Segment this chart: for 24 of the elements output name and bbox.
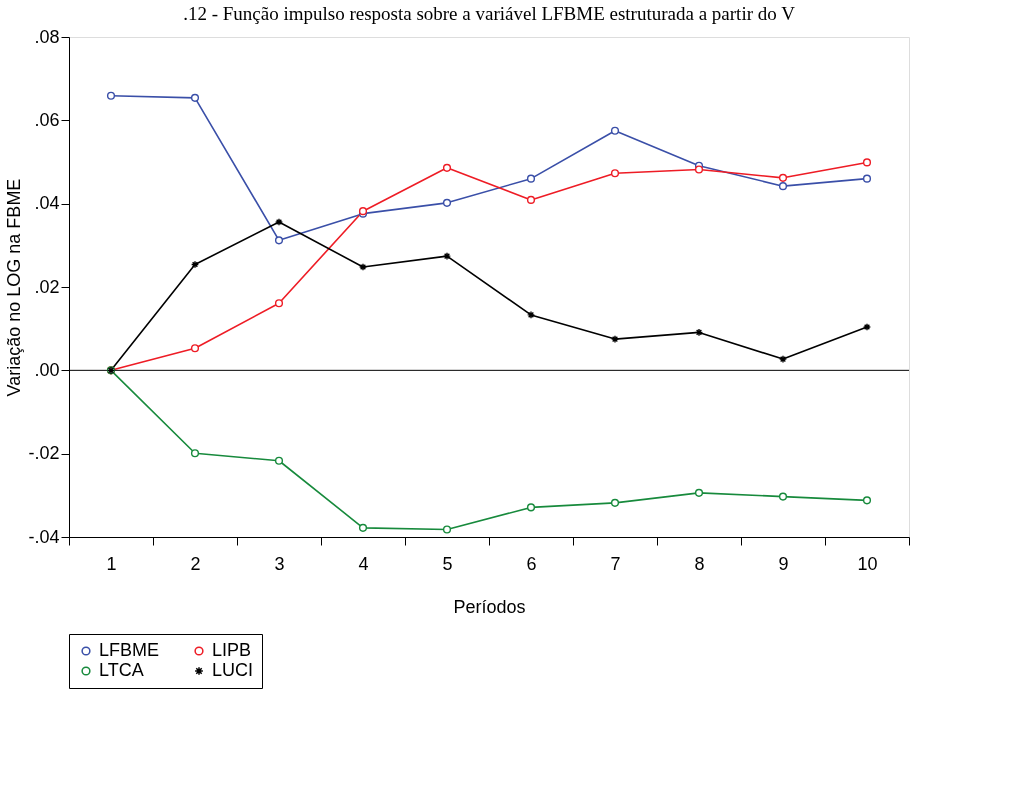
x-tick-label: 5 (442, 553, 453, 574)
legend-label: LFBME (99, 640, 160, 660)
x-axis-title: Períodos (453, 596, 526, 617)
x-tick-label: 4 (358, 553, 369, 574)
y-tick-label: .00 (34, 359, 60, 380)
y-tick-label: -.04 (28, 526, 60, 547)
x-tick-label: 8 (694, 553, 705, 574)
y-tick-label: .08 (34, 26, 60, 47)
x-tick-label: 3 (274, 553, 285, 574)
x-tick-label: 6 (526, 553, 537, 574)
y-tick-label: -.02 (28, 443, 60, 464)
x-tick-label: 9 (778, 553, 789, 574)
x-tick-label: 2 (190, 553, 201, 574)
y-tick-label: .02 (34, 276, 60, 297)
chart-title: .12 - Função impulso resposta sobre a variável LFBME estruturada a partir do V (183, 3, 796, 24)
legend-label: LUCI (212, 660, 254, 680)
x-tick-label: 10 (857, 553, 878, 574)
legend-label: LTCA (99, 660, 144, 680)
x-tick-label: 7 (610, 553, 621, 574)
x-tick-label: 1 (106, 553, 117, 574)
legend-label: LIPB (212, 640, 252, 660)
y-axis-title: Variação no LOG na FBME (4, 178, 25, 397)
y-tick-label: .06 (34, 109, 60, 130)
y-tick-label: .04 (34, 193, 60, 214)
